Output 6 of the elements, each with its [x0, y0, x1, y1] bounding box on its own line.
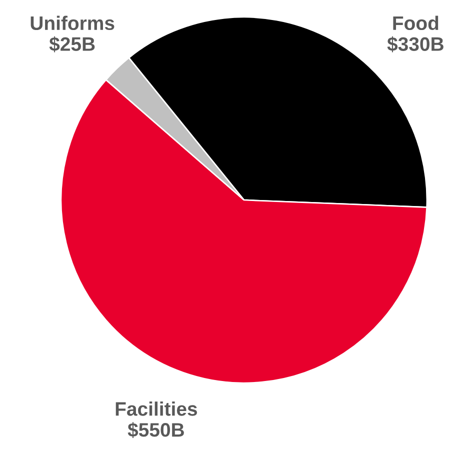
slice-label: Food [393, 16, 438, 30]
data-label: $25B [49, 36, 95, 52]
slice-label: Uniforms [30, 16, 114, 30]
data-label: $330B [387, 36, 444, 52]
data-label: $550B [128, 422, 184, 438]
slice-label: Facilities [116, 402, 197, 416]
